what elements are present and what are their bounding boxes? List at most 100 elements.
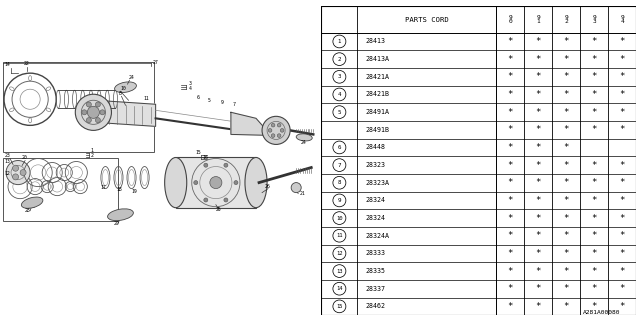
Text: *: *: [508, 267, 513, 276]
Text: *: *: [536, 108, 541, 116]
Text: 28421A: 28421A: [365, 74, 389, 80]
Text: *: *: [536, 143, 541, 152]
Circle shape: [224, 198, 228, 202]
Text: *: *: [508, 302, 513, 311]
Text: 20: 20: [22, 156, 28, 161]
Text: *: *: [620, 37, 625, 46]
Text: *: *: [563, 284, 569, 293]
Text: 14: 14: [336, 286, 342, 291]
Text: 10: 10: [336, 216, 342, 220]
Text: 21: 21: [299, 191, 305, 196]
Text: *: *: [508, 213, 513, 223]
Text: 9
1: 9 1: [536, 15, 540, 24]
Circle shape: [194, 180, 198, 185]
Text: 28413A: 28413A: [365, 56, 389, 62]
Text: *: *: [563, 125, 569, 134]
Text: 4: 4: [189, 86, 191, 91]
Text: *: *: [536, 249, 541, 258]
Text: *: *: [620, 196, 625, 205]
Text: *: *: [591, 161, 597, 170]
Text: *: *: [536, 213, 541, 223]
Text: 11: 11: [336, 233, 342, 238]
Text: *: *: [563, 37, 569, 46]
Text: 2: 2: [338, 57, 341, 62]
Text: 18: 18: [116, 187, 122, 192]
Circle shape: [271, 134, 275, 137]
Text: 7: 7: [233, 102, 236, 107]
Circle shape: [224, 163, 228, 167]
Text: *: *: [536, 37, 541, 46]
Circle shape: [210, 177, 222, 188]
Text: 8: 8: [338, 180, 341, 185]
Text: 2: 2: [90, 154, 93, 158]
Text: A281A00080: A281A00080: [583, 310, 621, 315]
Text: *: *: [563, 302, 569, 311]
Circle shape: [291, 183, 301, 193]
Text: *: *: [508, 55, 513, 64]
Circle shape: [13, 174, 19, 180]
Text: *: *: [563, 249, 569, 258]
Text: 4: 4: [338, 92, 341, 97]
Text: *: *: [563, 108, 569, 116]
Text: *: *: [536, 267, 541, 276]
Text: 28324: 28324: [365, 197, 385, 204]
Circle shape: [100, 110, 105, 115]
Ellipse shape: [21, 197, 43, 208]
Text: *: *: [508, 143, 513, 152]
Text: 14: 14: [4, 62, 10, 67]
Circle shape: [86, 118, 92, 123]
Text: *: *: [536, 196, 541, 205]
Text: *: *: [591, 284, 597, 293]
Ellipse shape: [115, 82, 136, 92]
Ellipse shape: [164, 157, 187, 208]
Text: 5: 5: [208, 98, 211, 103]
Text: *: *: [591, 108, 597, 116]
Ellipse shape: [296, 134, 312, 141]
Text: *: *: [591, 231, 597, 240]
Text: 9: 9: [338, 198, 341, 203]
Text: *: *: [536, 55, 541, 64]
Text: *: *: [508, 196, 513, 205]
Text: *: *: [563, 72, 569, 81]
Ellipse shape: [108, 209, 133, 220]
Text: *: *: [536, 178, 541, 187]
Text: *: *: [591, 213, 597, 223]
Text: *: *: [620, 213, 625, 223]
Text: *: *: [563, 55, 569, 64]
Text: 28333: 28333: [365, 250, 385, 256]
Text: 28462: 28462: [365, 303, 385, 309]
Text: 5: 5: [338, 110, 341, 115]
Bar: [3, 158, 118, 221]
Bar: [3, 62, 154, 152]
Text: *: *: [536, 284, 541, 293]
Text: 15: 15: [336, 304, 342, 309]
Text: 28413: 28413: [365, 38, 385, 44]
Text: 28491B: 28491B: [365, 127, 389, 133]
Text: 16: 16: [203, 156, 209, 161]
Circle shape: [76, 94, 111, 130]
Text: *: *: [536, 125, 541, 134]
Text: *: *: [536, 231, 541, 240]
Text: *: *: [591, 37, 597, 46]
Circle shape: [20, 170, 26, 176]
Text: *: *: [620, 284, 625, 293]
Text: *: *: [620, 90, 625, 99]
Bar: [176, 157, 256, 208]
Text: *: *: [508, 72, 513, 81]
Text: *: *: [591, 302, 597, 311]
Circle shape: [262, 116, 290, 144]
Text: *: *: [591, 90, 597, 99]
Circle shape: [204, 198, 208, 202]
Text: *: *: [591, 55, 597, 64]
Text: *: *: [620, 108, 625, 116]
Text: 17: 17: [100, 185, 106, 190]
Text: 28491A: 28491A: [365, 109, 389, 115]
Text: 28: 28: [25, 208, 31, 213]
Circle shape: [87, 106, 99, 118]
Circle shape: [204, 163, 208, 167]
Text: *: *: [620, 231, 625, 240]
Text: *: *: [620, 302, 625, 311]
Circle shape: [277, 123, 281, 127]
Text: *: *: [508, 249, 513, 258]
Text: 13: 13: [4, 158, 10, 164]
